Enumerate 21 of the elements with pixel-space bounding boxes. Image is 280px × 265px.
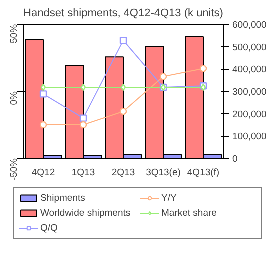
legend-label: Worldwide shipments	[40, 207, 132, 219]
x-tick-label: 4Q12	[32, 168, 56, 178]
x-tick-label: 3Q13(e)	[146, 168, 181, 178]
y-tick-label: 50%	[9, 24, 20, 44]
legend-label: Q/Q	[40, 222, 59, 234]
x-tick-label: 2Q13	[112, 168, 136, 178]
y2-tick-label: 100,000	[232, 132, 267, 143]
y2-tick-label: 200,000	[232, 109, 267, 120]
x-tick-label: 4Q13(f)	[187, 168, 220, 178]
legend-label: Y/Y	[162, 192, 178, 204]
x-tick-label: 1Q13	[72, 168, 96, 178]
legend-label: Shipments	[40, 192, 86, 204]
y-tick-label: 0%	[9, 90, 20, 106]
y2-tick-label: 400,000	[232, 64, 267, 76]
legend-label: Market share	[162, 207, 218, 219]
y2-tick-label: 600,000	[232, 20, 267, 31]
y2-tick-label: 500,000	[232, 42, 267, 54]
y2-tick-label: 300,000	[232, 87, 267, 98]
y2-tick-label: 0	[232, 154, 238, 165]
chart-title: Handset shipments, 4Q12-4Q13 (k units)	[24, 8, 224, 20]
y-tick-label: -50%	[9, 158, 20, 181]
